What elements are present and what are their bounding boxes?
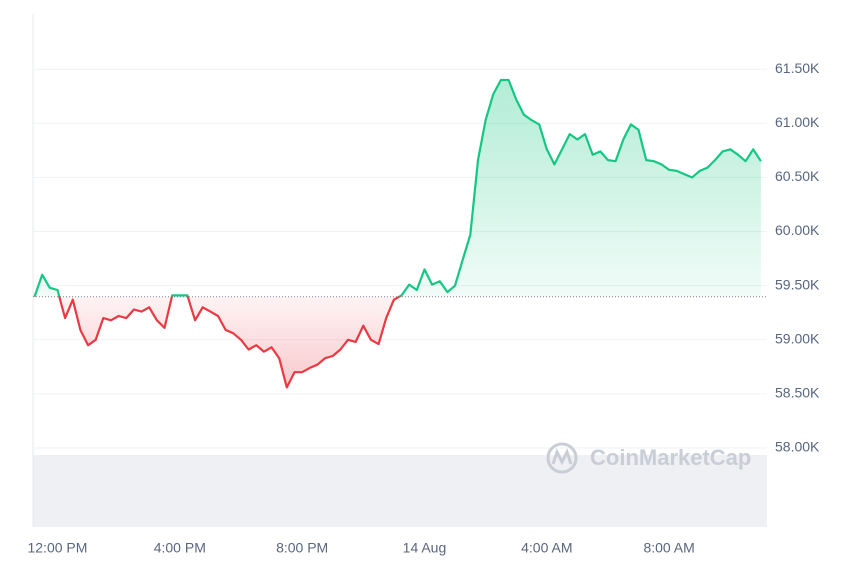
volume-band (33, 455, 767, 527)
y-tick-label: 61.50K (775, 60, 820, 76)
x-tick-label: 14 Aug (403, 540, 447, 556)
y-tick-label: 60.50K (775, 168, 820, 184)
y-tick-label: 61.00K (775, 114, 820, 130)
y-tick-label: 58.50K (775, 385, 820, 401)
watermark-text: CoinMarketCap (590, 445, 751, 470)
y-tick-label: 59.50K (775, 276, 820, 292)
x-tick-label: 4:00 AM (521, 540, 572, 556)
y-tick-label: 60.00K (775, 222, 820, 238)
x-tick-label: 8:00 AM (643, 540, 694, 556)
y-tick-label: 58.00K (775, 439, 820, 455)
x-tick-label: 12:00 PM (27, 540, 87, 556)
y-tick-label: 59.00K (775, 330, 820, 346)
x-tick-label: 4:00 PM (154, 540, 206, 556)
watermark: CoinMarketCap (546, 442, 751, 474)
area (34, 80, 761, 388)
x-tick-label: 8:00 PM (276, 540, 328, 556)
price-line (33, 78, 762, 389)
